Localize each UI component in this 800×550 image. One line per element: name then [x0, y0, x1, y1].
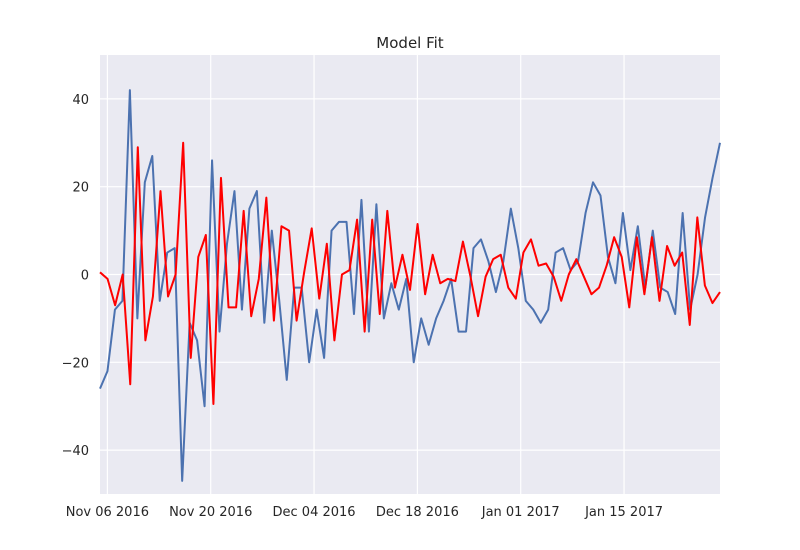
x-tick-label: Dec 18 2016 — [376, 505, 459, 520]
series-layer — [99, 89, 721, 482]
grid-lines — [100, 55, 720, 494]
x-tick-label: Nov 06 2016 — [66, 505, 149, 520]
x-tick-label: Jan 15 2017 — [584, 505, 663, 520]
y-tick-label: 20 — [72, 181, 89, 196]
y-tick-label: −20 — [62, 356, 89, 371]
y-tick-label: −40 — [62, 444, 89, 459]
y-axis-tick-labels: 40 20 0 −20 −40 — [62, 93, 89, 459]
x-tick-label: Nov 20 2016 — [169, 505, 252, 520]
series-line-fitted — [99, 141, 721, 405]
y-tick-label: 0 — [81, 269, 89, 284]
series-line-observed — [99, 89, 721, 482]
chart-title: Model Fit — [376, 34, 444, 52]
y-tick-label: 40 — [72, 93, 89, 108]
x-axis-tick-labels: Nov 06 2016 Nov 20 2016 Dec 04 2016 Dec 18 … — [66, 505, 663, 520]
x-tick-label: Dec 04 2016 — [273, 505, 356, 520]
x-tick-label: Jan 01 2017 — [481, 505, 560, 520]
